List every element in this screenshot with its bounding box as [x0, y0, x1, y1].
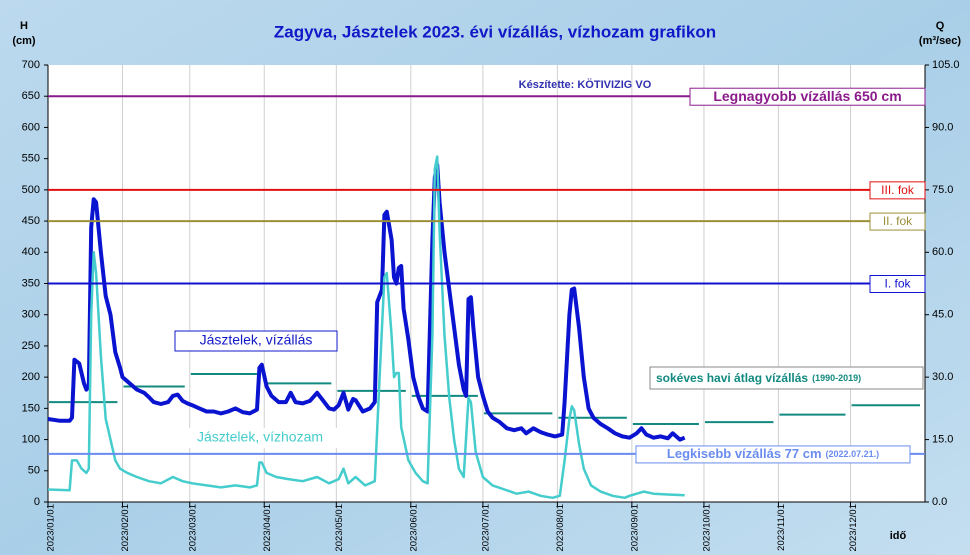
- legend-label: Jásztelek, vízállás: [200, 332, 313, 348]
- label-box: [689, 87, 926, 106]
- y2-tick-label: 60.0: [932, 246, 953, 258]
- y-tick-label: 0: [34, 496, 40, 508]
- y2-tick-label: 15.0: [932, 433, 953, 445]
- y2-axis-unit: (m³/sec): [919, 35, 962, 47]
- reference-name: I. fok: [884, 277, 911, 291]
- x-tick-label: 2023/03/01: [187, 504, 198, 552]
- x-tick-label: 2023/01/01: [46, 504, 57, 552]
- reference-label: Legkisebb vízállás 77 cm (2022.07.21.): [667, 446, 879, 461]
- y-tick-label: 450: [22, 215, 40, 227]
- y-tick-label: 250: [22, 340, 40, 352]
- monthly-average-name: sokéves havi átlag vízállás: [656, 371, 808, 385]
- y-tick-label: 150: [22, 402, 40, 414]
- monthly-average-note: (1990-2019): [812, 373, 861, 383]
- x-tick-label: 2023/05/01: [334, 504, 345, 552]
- y-tick-label: 600: [22, 121, 40, 133]
- x-tick-label: 2023/10/01: [701, 504, 712, 552]
- reference-label: I. fok: [884, 277, 911, 291]
- y-tick-label: 100: [22, 433, 40, 445]
- y-tick-label: 500: [22, 184, 40, 196]
- y2-tick-label: 90.0: [932, 121, 953, 133]
- x-tick-label: 2023/07/01: [480, 504, 491, 552]
- legend-label: Jásztelek, vízhozam: [197, 429, 323, 445]
- chart-title: Zagyva, Jásztelek 2023. évi vízállás, ví…: [274, 22, 716, 41]
- x-tick-label: 2023/08/01: [555, 504, 566, 552]
- y2-tick-label: 105.0: [932, 59, 960, 71]
- x-axis-label: idő: [890, 530, 907, 542]
- reference-label: III. fok: [881, 183, 915, 197]
- y-axis-unit: (cm): [12, 35, 36, 47]
- y-tick-label: 400: [22, 246, 40, 258]
- label-box: [635, 445, 911, 464]
- y-tick-label: 300: [22, 309, 40, 321]
- x-tick-label: 2023/11/01: [776, 504, 787, 551]
- x-tick-label: 2023/02/01: [120, 504, 131, 552]
- reference-name: Legnagyobb vízállás 650 cm: [713, 88, 901, 104]
- reference-label: Legnagyobb vízállás 650 cm: [713, 88, 901, 104]
- reference-name: III. fok: [881, 183, 915, 197]
- y-tick-label: 700: [22, 59, 40, 71]
- x-tick-label: 2023/04/01: [262, 504, 273, 552]
- reference-name: Legkisebb vízállás 77 cm: [667, 446, 822, 461]
- x-tick-label: 2023/06/01: [408, 504, 419, 552]
- series-line: [47, 155, 685, 500]
- series-line: [47, 162, 686, 442]
- y2-tick-label: 0.0: [932, 496, 947, 508]
- label-box: [649, 366, 924, 390]
- credit: Készítette: KÖTIVIZIG VO: [519, 78, 652, 91]
- label-box: [174, 330, 338, 352]
- y2-tick-label: 30.0: [932, 371, 953, 383]
- y2-axis-symbol: Q: [936, 20, 945, 32]
- label-box: [869, 181, 926, 200]
- y-tick-label: 50: [28, 465, 40, 477]
- label-box: [869, 212, 926, 231]
- y-axis-symbol: H: [20, 20, 28, 32]
- y2-tick-label: 45.0: [932, 309, 953, 321]
- monthly-average-label: sokéves havi átlag vízállás (1990-2019): [656, 371, 861, 385]
- y-tick-label: 350: [22, 277, 40, 289]
- y-tick-label: 200: [22, 371, 40, 383]
- label-box: [869, 275, 926, 293]
- label-box: [180, 428, 340, 448]
- y-tick-label: 550: [22, 153, 40, 165]
- reference-label: II. fok: [883, 214, 913, 228]
- y2-tick-label: 75.0: [932, 184, 953, 196]
- y-tick-label: 650: [22, 90, 40, 102]
- x-tick-label: 2023/09/01: [629, 504, 640, 552]
- x-tick-label: 2023/12/01: [848, 504, 859, 552]
- reference-name: II. fok: [883, 214, 913, 228]
- reference-note: (2022.07.21.): [826, 449, 880, 459]
